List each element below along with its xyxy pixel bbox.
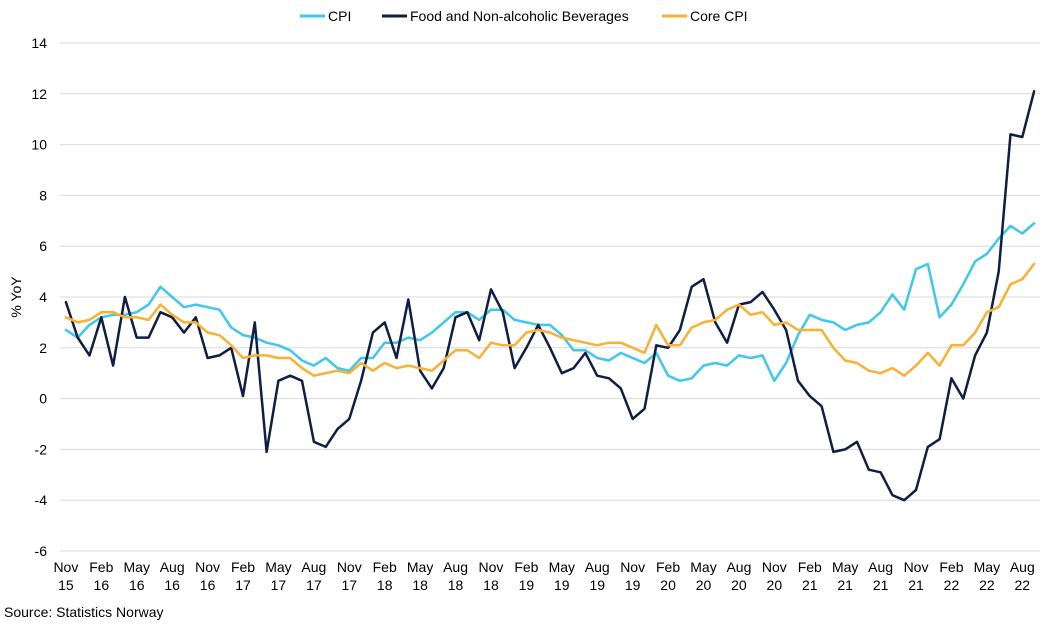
x-tick-label-month: Feb	[89, 559, 113, 575]
y-tick-label: -6	[35, 543, 48, 559]
x-tick-label-month: Feb	[231, 559, 255, 575]
x-tick-label-month: Feb	[656, 559, 680, 575]
line-chart: CPI Food and Non-alcoholic Beverages Core …	[8, 8, 1040, 593]
x-tick-label-month: Aug	[726, 559, 751, 575]
x-tick-label-year: 20	[660, 577, 676, 593]
x-tick-label-year: 19	[589, 577, 605, 593]
x-tick-label-month: Feb	[373, 559, 397, 575]
x-tick-label-year: 17	[306, 577, 322, 593]
y-tick-label: -2	[35, 441, 48, 457]
legend-label: Food and Non-alcoholic Beverages	[410, 8, 629, 24]
legend-label: CPI	[328, 8, 351, 24]
x-tick-label-month: May	[690, 559, 716, 575]
x-tick-label-year: 21	[802, 577, 818, 593]
x-tick-label-year: 16	[164, 577, 180, 593]
x-tick-label-month: Nov	[479, 559, 504, 575]
x-tick-label-month: Aug	[443, 559, 468, 575]
x-tick-label-month: May	[549, 559, 575, 575]
series-line-1	[64, 90, 1036, 502]
x-tick-label-year: 18	[377, 577, 393, 593]
y-axis-label: % YoY	[8, 276, 24, 318]
x-tick-label-year: 18	[412, 577, 428, 593]
x-tick-label-year: 18	[448, 577, 464, 593]
x-tick-label-month: Nov	[762, 559, 787, 575]
series-lines	[64, 90, 1036, 502]
x-tick-label-year: 22	[944, 577, 960, 593]
x-tick-label-year: 19	[519, 577, 535, 593]
x-tick-label-month: May	[974, 559, 1000, 575]
x-tick-label-month: Nov	[337, 559, 362, 575]
x-tick-label-month: May	[407, 559, 433, 575]
x-tick-label-year: 20	[696, 577, 712, 593]
x-axis-ticks: Nov 15 Feb 16 May 16 Aug 16 Nov 16 Feb 17 May 17 Aug 17…	[53, 559, 1034, 593]
x-tick-label-month: Nov	[53, 559, 78, 575]
gridlines	[60, 42, 1040, 552]
y-tick-label: 2	[39, 340, 47, 356]
x-tick-label-month: Aug	[301, 559, 326, 575]
x-tick-label-month: Feb	[798, 559, 822, 575]
x-tick-label-month: Aug	[160, 559, 185, 575]
y-tick-label: 10	[31, 137, 47, 153]
y-tick-label: 8	[39, 187, 47, 203]
x-tick-label-month: Nov	[904, 559, 929, 575]
x-tick-label-year: 15	[58, 577, 74, 593]
x-tick-label-year: 18	[483, 577, 499, 593]
x-tick-label-year: 17	[235, 577, 251, 593]
series-line-0	[64, 222, 1036, 383]
x-tick-label-month: Nov	[620, 559, 645, 575]
x-tick-label-month: Aug	[1010, 559, 1035, 575]
legend: CPI Food and Non-alcoholic Beverages Core …	[300, 8, 748, 24]
y-tick-label: 4	[39, 289, 47, 305]
x-tick-label-year: 20	[731, 577, 747, 593]
x-tick-label-month: Feb	[514, 559, 538, 575]
y-tick-label: 0	[39, 391, 47, 407]
source-note: Source: Statistics Norway	[4, 604, 164, 620]
x-tick-label-year: 19	[625, 577, 641, 593]
x-tick-label-year: 17	[341, 577, 357, 593]
x-tick-label-year: 21	[873, 577, 889, 593]
y-tick-label: 6	[39, 238, 47, 254]
x-tick-label-month: Nov	[195, 559, 220, 575]
x-tick-label-month: May	[265, 559, 291, 575]
y-tick-label: -4	[35, 492, 48, 508]
x-tick-label-year: 16	[200, 577, 216, 593]
legend-label: Core CPI	[690, 8, 748, 24]
y-axis-ticks: -6 -4 -2 0 2 4 6 8 10 12 14	[31, 35, 47, 559]
x-tick-label-month: Aug	[585, 559, 610, 575]
series-line-2	[64, 262, 1036, 377]
y-tick-label: 14	[31, 35, 47, 51]
x-tick-label-month: May	[124, 559, 150, 575]
x-tick-label-year: 16	[94, 577, 110, 593]
x-tick-label-month: Feb	[939, 559, 963, 575]
x-tick-label-year: 21	[908, 577, 924, 593]
x-tick-label-month: Aug	[868, 559, 893, 575]
x-tick-label-year: 17	[271, 577, 287, 593]
x-tick-label-year: 22	[1015, 577, 1031, 593]
x-tick-label-year: 19	[554, 577, 570, 593]
y-tick-label: 12	[31, 86, 47, 102]
x-tick-label-month: May	[832, 559, 858, 575]
x-tick-label-year: 22	[979, 577, 995, 593]
x-tick-label-year: 16	[129, 577, 145, 593]
x-tick-label-year: 21	[837, 577, 853, 593]
x-tick-label-year: 20	[767, 577, 783, 593]
